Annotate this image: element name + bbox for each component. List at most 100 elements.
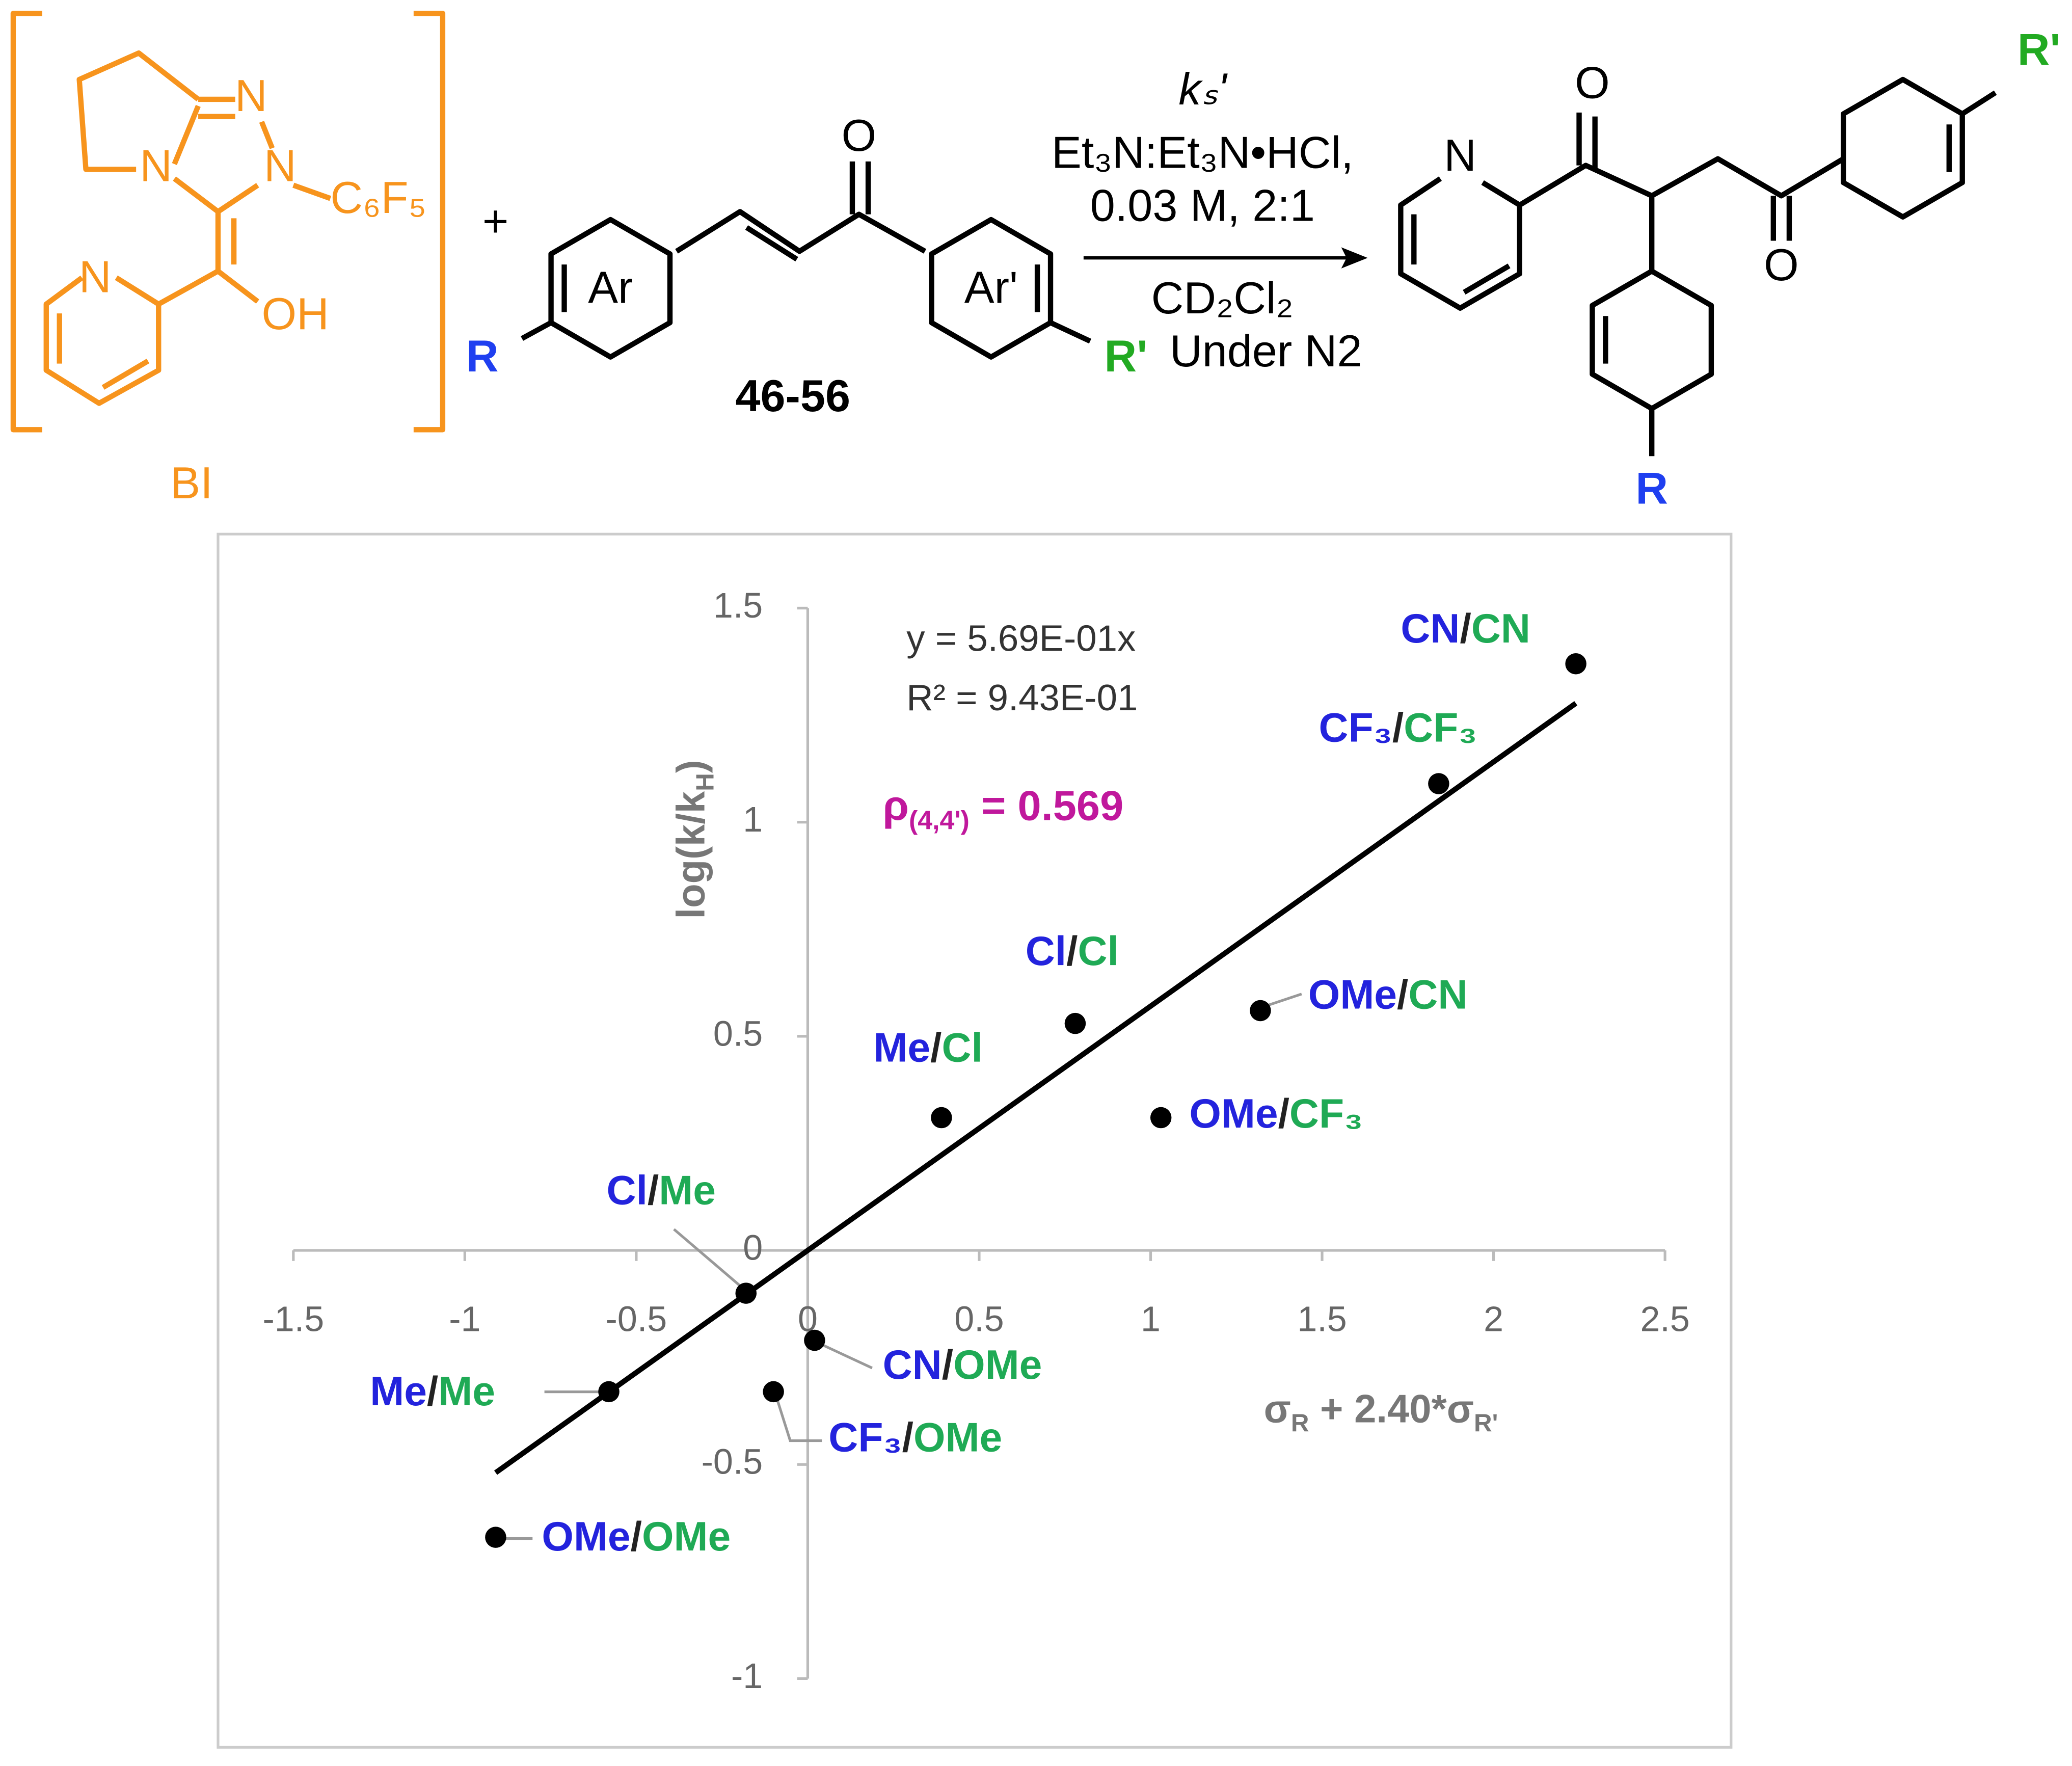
point [1428, 773, 1449, 794]
y-tick-label: 1.5 [713, 585, 763, 625]
point-label: Cl/Me [607, 1168, 716, 1214]
label-separator: / [1278, 1091, 1289, 1137]
atom-label: O [1575, 57, 1610, 108]
atom-label: N [1444, 130, 1476, 180]
point [598, 1381, 620, 1403]
label-r-prime: CF₃ [1404, 705, 1477, 751]
y-title-part: ) [669, 760, 713, 773]
point-label: OMe/CN [1308, 972, 1468, 1018]
label-separator: / [648, 1168, 659, 1214]
x-tick-label: 0.5 [954, 1299, 1004, 1339]
substituent-r: R [466, 331, 499, 381]
label-r: OMe [1308, 972, 1397, 1018]
product: N O O R' R [1398, 24, 2061, 514]
chalcone: Ar Ar' O R R' 46-56 [466, 110, 1147, 421]
point-label: OMe/CF₃ [1189, 1091, 1363, 1137]
y-tick-label: 0.5 [713, 1013, 763, 1053]
x-tick-label: -0.5 [606, 1299, 667, 1339]
substituent-r-prime: R' [2017, 24, 2061, 74]
atom-label: O [842, 110, 877, 160]
rho: ρ(4,4') = 0.569 [883, 782, 1124, 835]
label-r-prime: OMe [642, 1514, 731, 1560]
x-tick-label: 2.5 [1640, 1299, 1689, 1339]
plus: + [482, 196, 508, 247]
x-tick-label: -1.5 [262, 1299, 324, 1339]
point [1565, 653, 1586, 675]
reagent-bi: N N N C₆F₅ OH N BI [10, 11, 446, 508]
ring-label: Ar' [964, 262, 1018, 312]
atom-label: N [264, 141, 297, 191]
label-separator: / [427, 1369, 438, 1414]
point-label: CN/CN [1401, 606, 1530, 652]
leader-line [673, 1228, 748, 1293]
point-label: OMe/OMe [542, 1514, 731, 1560]
rho-subscript: (4,4') [909, 805, 970, 835]
ring-label: Ar [588, 262, 633, 312]
label-r-prime: CN [1471, 606, 1530, 652]
x-tick-label: -1 [449, 1299, 480, 1339]
atom-label: O [1764, 239, 1799, 290]
label-r: OMe [1189, 1091, 1278, 1137]
point [1064, 1012, 1086, 1034]
atom-label: N [79, 252, 112, 302]
atom-label: N [140, 141, 172, 191]
atmosphere: Under N2 [1170, 326, 1362, 376]
point-label: CF₃/CF₃ [1319, 705, 1477, 751]
label-separator: / [1392, 705, 1404, 751]
y-tick-label: -1 [731, 1656, 763, 1696]
label-r-prime: CN [1408, 972, 1467, 1018]
label-separator: / [1460, 606, 1471, 652]
equation: y = 5.69E-01x [906, 618, 1136, 659]
label-r: Me [873, 1025, 930, 1071]
rho-value: = 0.569 [970, 782, 1123, 830]
chart-frame [217, 532, 1733, 1749]
reaction-arrow: kₛ' Et₃N:Et₃N•HCl, 0.03 M, 2:1 CD₂Cl₂ Un… [1052, 64, 1368, 376]
reagent-label: BI [170, 458, 212, 508]
label-r: OMe [542, 1514, 630, 1560]
point-label: Me/Me [370, 1369, 495, 1414]
point-label: CF₃/OMe [828, 1415, 1002, 1461]
label-separator: / [1397, 972, 1408, 1018]
y-tick-label: 1 [743, 799, 763, 839]
condition: Et₃N:Et₃N•HCl, [1052, 127, 1354, 178]
point [1250, 1000, 1271, 1022]
label-separator: / [930, 1025, 941, 1071]
rho-symbol: ρ [883, 782, 909, 830]
label-r-prime: Cl [942, 1025, 983, 1071]
point-label: CN/OMe [883, 1342, 1042, 1388]
compound-number: 46-56 [735, 370, 850, 421]
y-tick-label: -0.5 [702, 1442, 763, 1482]
x-tick-label: 2 [1484, 1299, 1503, 1339]
label-r-prime: Me [659, 1168, 716, 1214]
x-tick-label: 1 [1141, 1299, 1161, 1339]
label-r: CN [883, 1342, 942, 1388]
y-tick-label: 0 [743, 1228, 763, 1268]
label-separator: / [631, 1514, 642, 1560]
label-separator: / [902, 1415, 913, 1461]
y-title-part: log(k/k [669, 791, 713, 919]
point [485, 1527, 506, 1548]
leader-line [773, 1390, 822, 1442]
x-axis-title: σR + 2.40*σR' [1264, 1387, 1498, 1437]
label-r-prime: OMe [953, 1342, 1042, 1388]
label-r: Cl [1026, 928, 1066, 974]
x-title-part: R [1291, 1409, 1309, 1437]
rate-constant: kₛ' [1178, 64, 1228, 114]
atom-label: N [235, 70, 267, 121]
label-r: CN [1401, 606, 1460, 652]
label-r-prime: Me [438, 1369, 495, 1414]
substituent-r-prime: R' [1105, 331, 1148, 381]
y-axis-title: log(k/kH) [669, 760, 719, 919]
point [735, 1282, 757, 1304]
group-label: OH [262, 288, 329, 339]
x-tick-label: 1.5 [1297, 1299, 1347, 1339]
label-separator: / [1066, 928, 1078, 974]
group-label: C₆F₅ [330, 172, 426, 223]
label-r-prime: CF₃ [1289, 1091, 1363, 1137]
label-r: CF₃ [1319, 705, 1392, 751]
label-r-prime: OMe [913, 1415, 1002, 1461]
label-r-prime: Cl [1078, 928, 1119, 974]
point-label: Me/Cl [873, 1025, 982, 1071]
